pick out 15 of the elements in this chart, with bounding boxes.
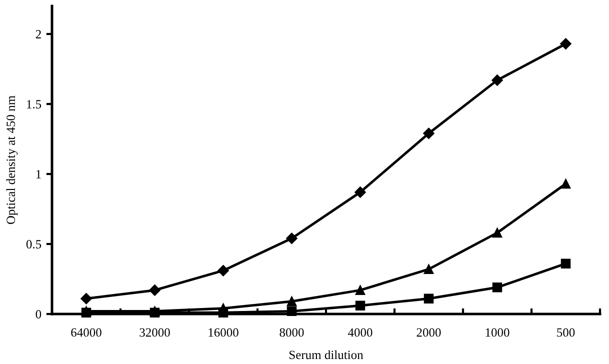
y-tick-label: 0.5 <box>26 240 42 249</box>
x-axis-title: Serum dilution <box>290 350 364 360</box>
y-tick-label: 2 <box>36 30 41 38</box>
y-tick-label: 1 <box>36 170 41 178</box>
y-tick-label: 1.5 <box>27 100 42 109</box>
x-tick-label: 64000 <box>71 328 102 337</box>
x-tick-label: 32000 <box>140 328 170 337</box>
x-tick-label: 500 <box>557 328 575 337</box>
x-tick-label: 1000 <box>486 328 510 337</box>
x-tick-label: 2000 <box>416 328 441 337</box>
x-tick-label: 8000 <box>280 328 304 337</box>
y-tick-label: 0 <box>36 310 42 318</box>
y-axis-title: Optical density at 450 nm <box>6 96 18 224</box>
x-tick-label: 4000 <box>348 328 372 337</box>
x-tick-label: 16000 <box>208 328 238 337</box>
